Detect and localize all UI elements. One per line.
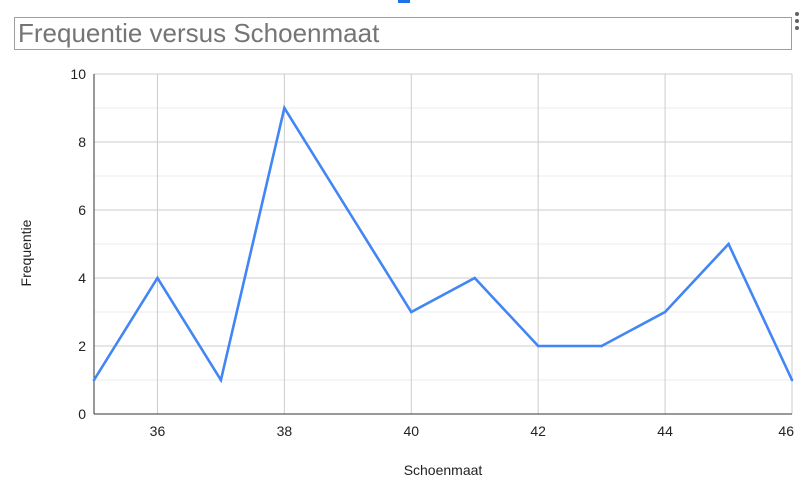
chart-title-field[interactable]: Frequentie versus Schoenmaat	[14, 17, 792, 50]
more-vert-icon[interactable]	[793, 12, 801, 32]
active-chart-indicator	[398, 0, 410, 3]
data-point	[409, 310, 413, 314]
x-tick-label: 46	[778, 423, 794, 439]
data-point	[727, 242, 730, 246]
x-tick-label: 38	[277, 423, 293, 439]
axes	[93, 74, 792, 415]
x-tick-label: 36	[150, 423, 166, 439]
data-point	[790, 378, 794, 382]
x-axis-title: Schoenmaat	[404, 462, 483, 478]
data-point	[536, 344, 540, 348]
y-tick-label: 8	[78, 134, 86, 150]
x-tick-label: 42	[530, 423, 546, 439]
data-point	[219, 378, 223, 382]
series-line	[92, 104, 794, 384]
data-point	[600, 344, 603, 348]
y-axis-title: Frequentie	[18, 219, 34, 286]
y-tick-label: 2	[78, 338, 86, 354]
y-tick-label: 0	[78, 406, 86, 422]
y-tick-label: 4	[78, 270, 86, 286]
data-point	[156, 276, 159, 280]
data-point	[663, 310, 667, 314]
x-tick-label: 44	[657, 423, 673, 439]
data-point	[92, 378, 96, 382]
gridlines	[94, 73, 793, 414]
data-point	[283, 106, 286, 110]
data-point	[473, 276, 477, 280]
series-layer	[92, 104, 794, 384]
data-point	[346, 208, 350, 212]
y-tick-label: 10	[70, 66, 86, 82]
y-tick-label: 6	[78, 202, 86, 218]
x-tick-label: 40	[403, 423, 419, 439]
